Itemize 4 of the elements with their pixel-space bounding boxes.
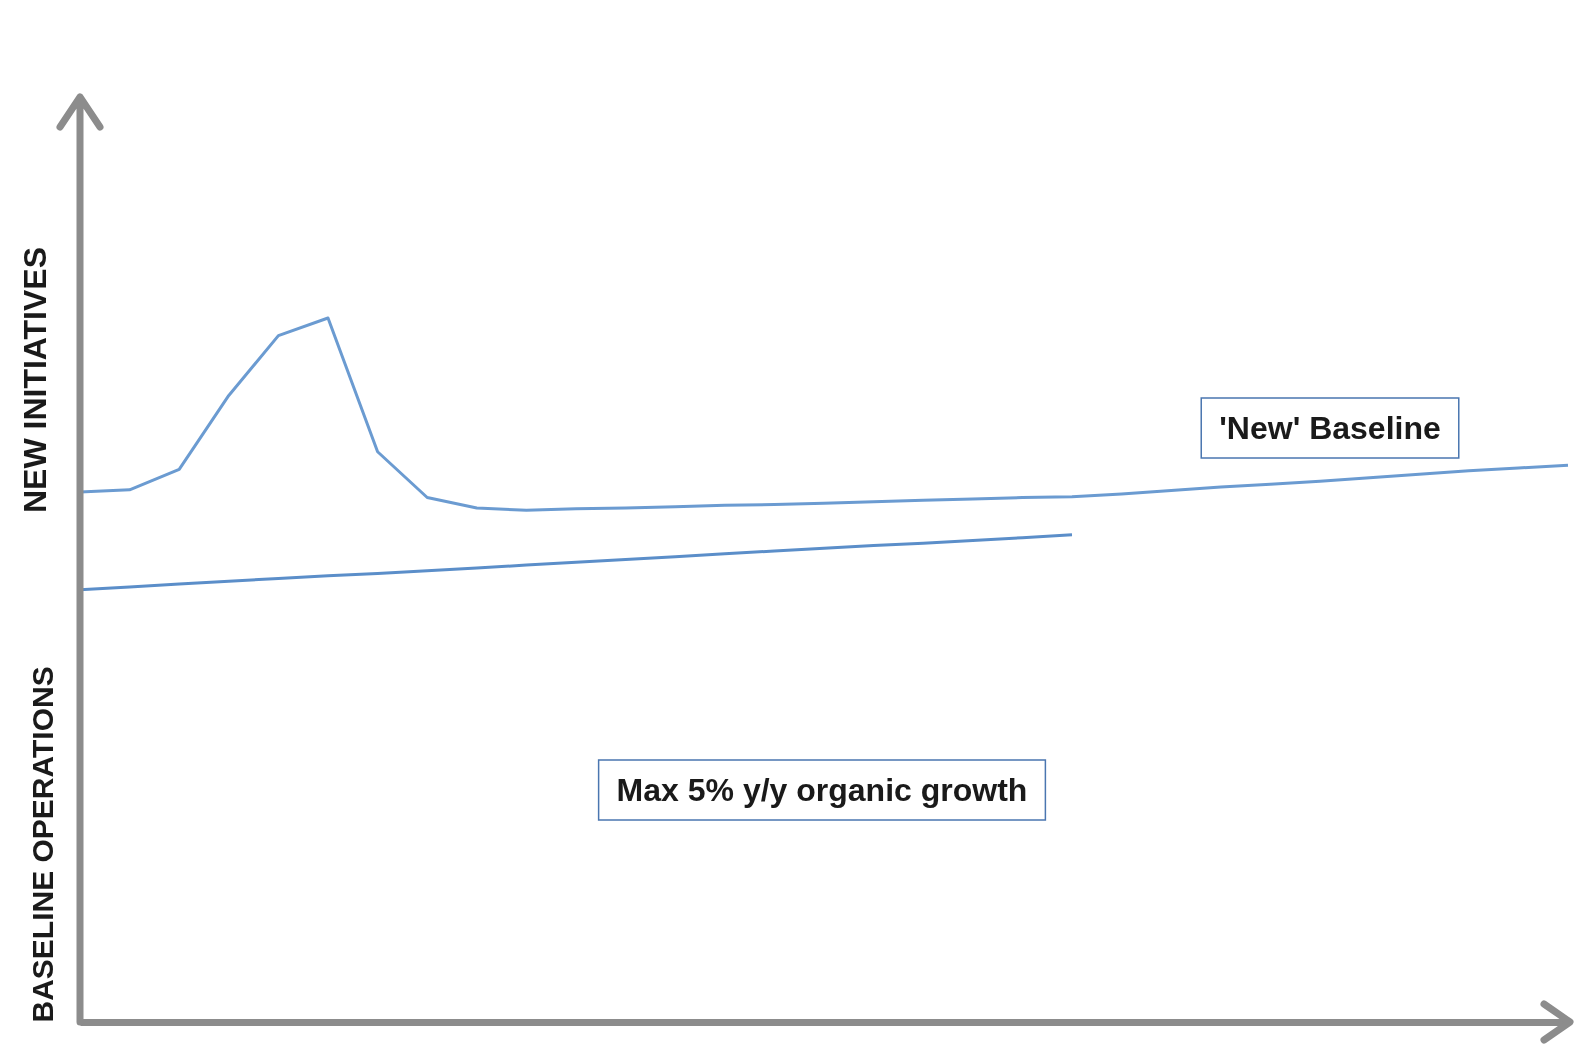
text: NEW INITIATIVES [17,246,53,514]
annotation: Max 5% y/y organic growth [616,772,1028,808]
y-axis-title: BASELINE OPERATIONS [25,666,59,1023]
annotation: 'New' Baseline [1219,410,1441,446]
